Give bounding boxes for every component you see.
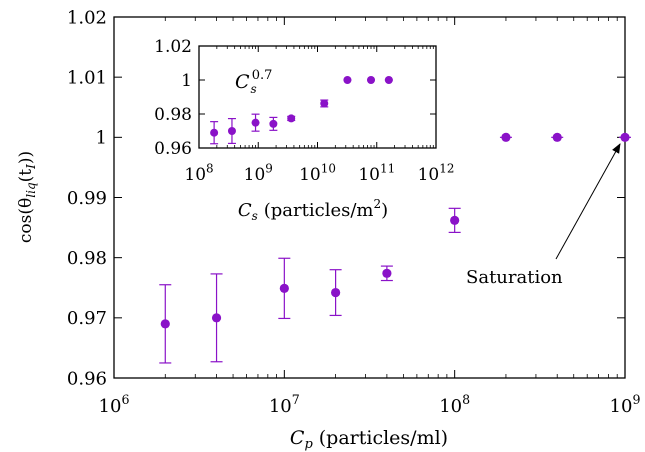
inset-marker: [287, 114, 296, 123]
main-x-tick-label: 108: [439, 392, 470, 417]
main-x-tick-label: 107: [269, 392, 300, 417]
main-y-tick-label: 1: [96, 128, 107, 149]
main-marker: [501, 132, 511, 142]
main-data-point: [210, 273, 223, 363]
main-marker: [279, 283, 289, 293]
main-data-point: [329, 269, 342, 317]
inset-marker: [227, 127, 236, 135]
main-x-tick-label: 109: [610, 392, 641, 417]
saturation-arrow: [555, 143, 621, 260]
inset-x-tick-label: 108: [184, 161, 213, 185]
main-data-point: [551, 132, 564, 142]
main-data-point: [278, 257, 291, 320]
inset-marker: [343, 76, 352, 84]
main-y-tick-label: 0.98: [67, 248, 107, 269]
inset-x-tick-label: 1011: [358, 161, 395, 185]
main-data-point: [448, 207, 461, 233]
inset-marker: [251, 118, 260, 127]
inset-plot-frame: [198, 45, 437, 149]
main-y-tick-label: 0.96: [67, 368, 107, 389]
main-y-axis-label: cos(θliq(tI)): [16, 151, 38, 243]
main-marker: [331, 287, 341, 298]
inset-data-point: [227, 117, 236, 145]
main-chart: 0.96 0.97 0.98 0.99 1 1.01 1.02 106 107 108 109 c…: [16, 7, 640, 452]
main-marker: [450, 215, 460, 225]
inset-marker: [269, 119, 278, 128]
main-y-axis: 0.96 0.97 0.98 0.99 1 1.01 1.02: [67, 7, 625, 389]
main-marker: [160, 319, 170, 329]
inset-chart: 0.96 0.98 1 1.02 108 109 1010 1011 1012 Cs0.7 C…: [154, 37, 454, 223]
inset-data-point: [367, 76, 376, 84]
inset-data-point: [320, 99, 329, 108]
main-x-axis-label: Cp (particles/ml): [290, 427, 448, 452]
inset-data-point: [210, 121, 219, 145]
main-marker: [552, 132, 562, 142]
inset-x-tick-label: 1010: [299, 161, 336, 185]
main-marker: [620, 132, 630, 142]
main-data-point: [159, 284, 172, 364]
inset-data-point: [343, 76, 352, 84]
saturation-annotation: Saturation: [466, 267, 563, 288]
inset-data-point: [251, 113, 260, 132]
main-data-point: [380, 265, 393, 282]
main-y-tick-label: 0.99: [67, 188, 107, 209]
inset-marker: [210, 128, 219, 137]
inset-marker: [367, 76, 376, 84]
inset-x-tick-label: 109: [244, 161, 273, 185]
inset-x-axis: 108 109 1010 1011 1012: [184, 46, 454, 185]
main-data-point: [499, 132, 512, 142]
main-marker: [211, 313, 222, 323]
main-y-tick-label: 1.02: [67, 7, 107, 28]
inset-data-point: [269, 116, 278, 131]
inset-y-tick-label: 1: [181, 71, 192, 91]
main-y-tick-label: 0.97: [67, 308, 107, 329]
inset-y-tick-label: 0.96: [154, 139, 192, 159]
main-y-tick-label: 1.01: [67, 67, 107, 88]
inset-x-axis-label: Cs (particles/m2): [238, 197, 388, 223]
inset-fit-label: Cs0.7: [235, 68, 272, 96]
inset-marker: [384, 76, 393, 84]
main-data-point: [619, 132, 631, 142]
inset-data-point: [287, 114, 296, 123]
main-x-axis: 106 107 108 109: [99, 17, 641, 417]
inset-y-tick-label: 1.02: [154, 37, 192, 57]
inset-data-points: [210, 76, 393, 145]
inset-marker: [320, 99, 329, 108]
main-marker: [382, 268, 392, 278]
main-x-tick-label: 106: [99, 392, 130, 417]
main-data-points: [159, 132, 631, 364]
inset-data-point: [384, 76, 393, 84]
inset-y-axis: 0.96 0.98 1 1.02: [154, 37, 436, 159]
inset-y-tick-label: 0.98: [154, 105, 192, 125]
inset-x-tick-label: 1012: [418, 161, 455, 185]
